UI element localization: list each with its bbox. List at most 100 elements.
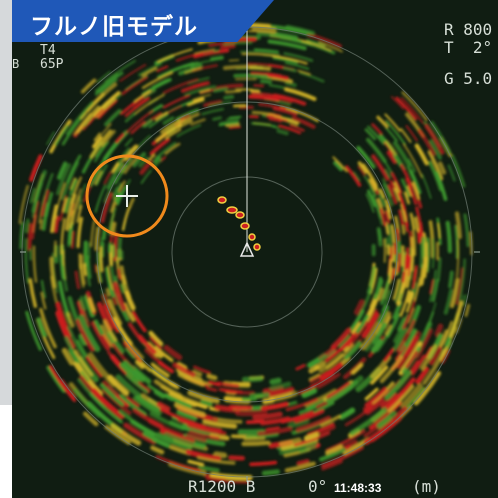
- echo-arc: [391, 267, 396, 280]
- echo-arc: [106, 162, 124, 190]
- echo-arc: [245, 419, 265, 424]
- echo-arc: [29, 187, 36, 204]
- echo-arc: [143, 89, 157, 99]
- echo-arc: [284, 461, 316, 473]
- echo-arc: [76, 204, 83, 223]
- echo-arc: [24, 238, 29, 284]
- echo-arc: [138, 156, 149, 168]
- echo-arc: [324, 348, 342, 363]
- echo-arc: [125, 373, 149, 394]
- echo-arc: [355, 314, 369, 334]
- echo-arc: [402, 314, 411, 330]
- echo-arc: [428, 160, 443, 192]
- echo-arc: [112, 186, 118, 197]
- echo-arc: [164, 142, 181, 155]
- echo-arc: [306, 422, 335, 436]
- echo-arc: [390, 95, 405, 110]
- echo-arc: [113, 232, 119, 262]
- echo-arc: [126, 396, 140, 408]
- echo-arc: [260, 401, 289, 411]
- echo-arc: [325, 444, 344, 456]
- echo-arc: [220, 44, 236, 50]
- echo-arc: [68, 178, 78, 196]
- echo-arc: [357, 165, 366, 176]
- echo-arc: [448, 300, 464, 338]
- echo-arc: [94, 264, 98, 273]
- echo-arc: [46, 131, 55, 146]
- echo-arc: [319, 362, 344, 381]
- echo-arc: [131, 310, 147, 333]
- echo-arc: [85, 356, 103, 378]
- echo-arc: [420, 344, 438, 371]
- echo-arc: [356, 145, 376, 169]
- echo-arc: [112, 182, 122, 200]
- echo-arc: [308, 373, 321, 382]
- echo-arc: [113, 156, 134, 185]
- bearing-ticks: [20, 251, 480, 482]
- echo-arc: [101, 388, 132, 415]
- echo-arc: [447, 164, 456, 182]
- echo-arc: [387, 259, 393, 277]
- sonar-screen[interactable]: B T4 65P R 800 T 2° G 5.0 R1200 B 0° 11:…: [12, 0, 498, 498]
- echo-arc: [151, 369, 178, 388]
- echo-arc: [462, 294, 468, 307]
- echo-arc: [431, 238, 435, 269]
- echo-arc: [297, 69, 311, 76]
- echo-arc: [118, 409, 133, 421]
- echo-arc: [162, 78, 199, 95]
- echo-arc: [216, 381, 240, 389]
- status-unit: (m): [412, 477, 441, 496]
- echo-arc: [395, 96, 418, 121]
- echo-arc: [101, 129, 116, 147]
- echo-arc: [75, 318, 96, 352]
- echo-arc: [419, 221, 424, 238]
- echo-arc: [175, 49, 214, 62]
- echo-arc: [180, 81, 210, 93]
- echo-arc: [40, 279, 47, 299]
- echo-arc: [373, 276, 383, 300]
- echo-arc: [83, 240, 89, 267]
- echo-arc: [436, 257, 442, 282]
- echo-arc: [39, 219, 43, 230]
- echo-arc: [319, 414, 341, 427]
- echo-arc: [121, 207, 131, 231]
- echo-arc: [130, 120, 146, 135]
- echo-arc: [94, 141, 110, 163]
- crosshair-icon[interactable]: [116, 185, 138, 207]
- echo-arc: [115, 374, 142, 399]
- echo-arc: [384, 199, 392, 213]
- echo-arc: [209, 472, 253, 481]
- echo-arc: [185, 449, 222, 462]
- osd-left-edge: B: [12, 57, 20, 71]
- echo-arc: [385, 127, 398, 142]
- echo-arc: [132, 395, 162, 416]
- echo-arc: [186, 423, 227, 436]
- echo-arc: [396, 253, 402, 273]
- echo-arc: [417, 129, 436, 157]
- echo-arc: [163, 344, 183, 361]
- echo-arc: [228, 59, 240, 62]
- echo-arc: [384, 140, 397, 156]
- echo-arc: [46, 365, 66, 393]
- echo-arc: [203, 99, 223, 108]
- echo-arc: [215, 404, 234, 411]
- echo-arc: [405, 125, 418, 142]
- echo-arc: [197, 465, 220, 473]
- echo-arc: [80, 295, 87, 311]
- echo-arc: [294, 409, 325, 424]
- echo-arc: [390, 171, 403, 194]
- echo-arc: [210, 55, 224, 62]
- echo-arc: [132, 152, 147, 168]
- osd-left-line1: T4: [40, 43, 56, 58]
- echo-arc: [284, 61, 310, 70]
- echo-arc: [89, 157, 107, 187]
- echo-arc: [228, 115, 242, 119]
- echo-arc: [100, 192, 113, 223]
- echo-arc: [140, 169, 152, 184]
- echo-arc: [450, 154, 466, 188]
- echo-arc: [64, 196, 72, 214]
- echo-arc: [18, 184, 29, 224]
- echo-arc: [261, 469, 281, 476]
- echo-arc: [370, 338, 383, 354]
- sonar-display[interactable]: [12, 0, 498, 498]
